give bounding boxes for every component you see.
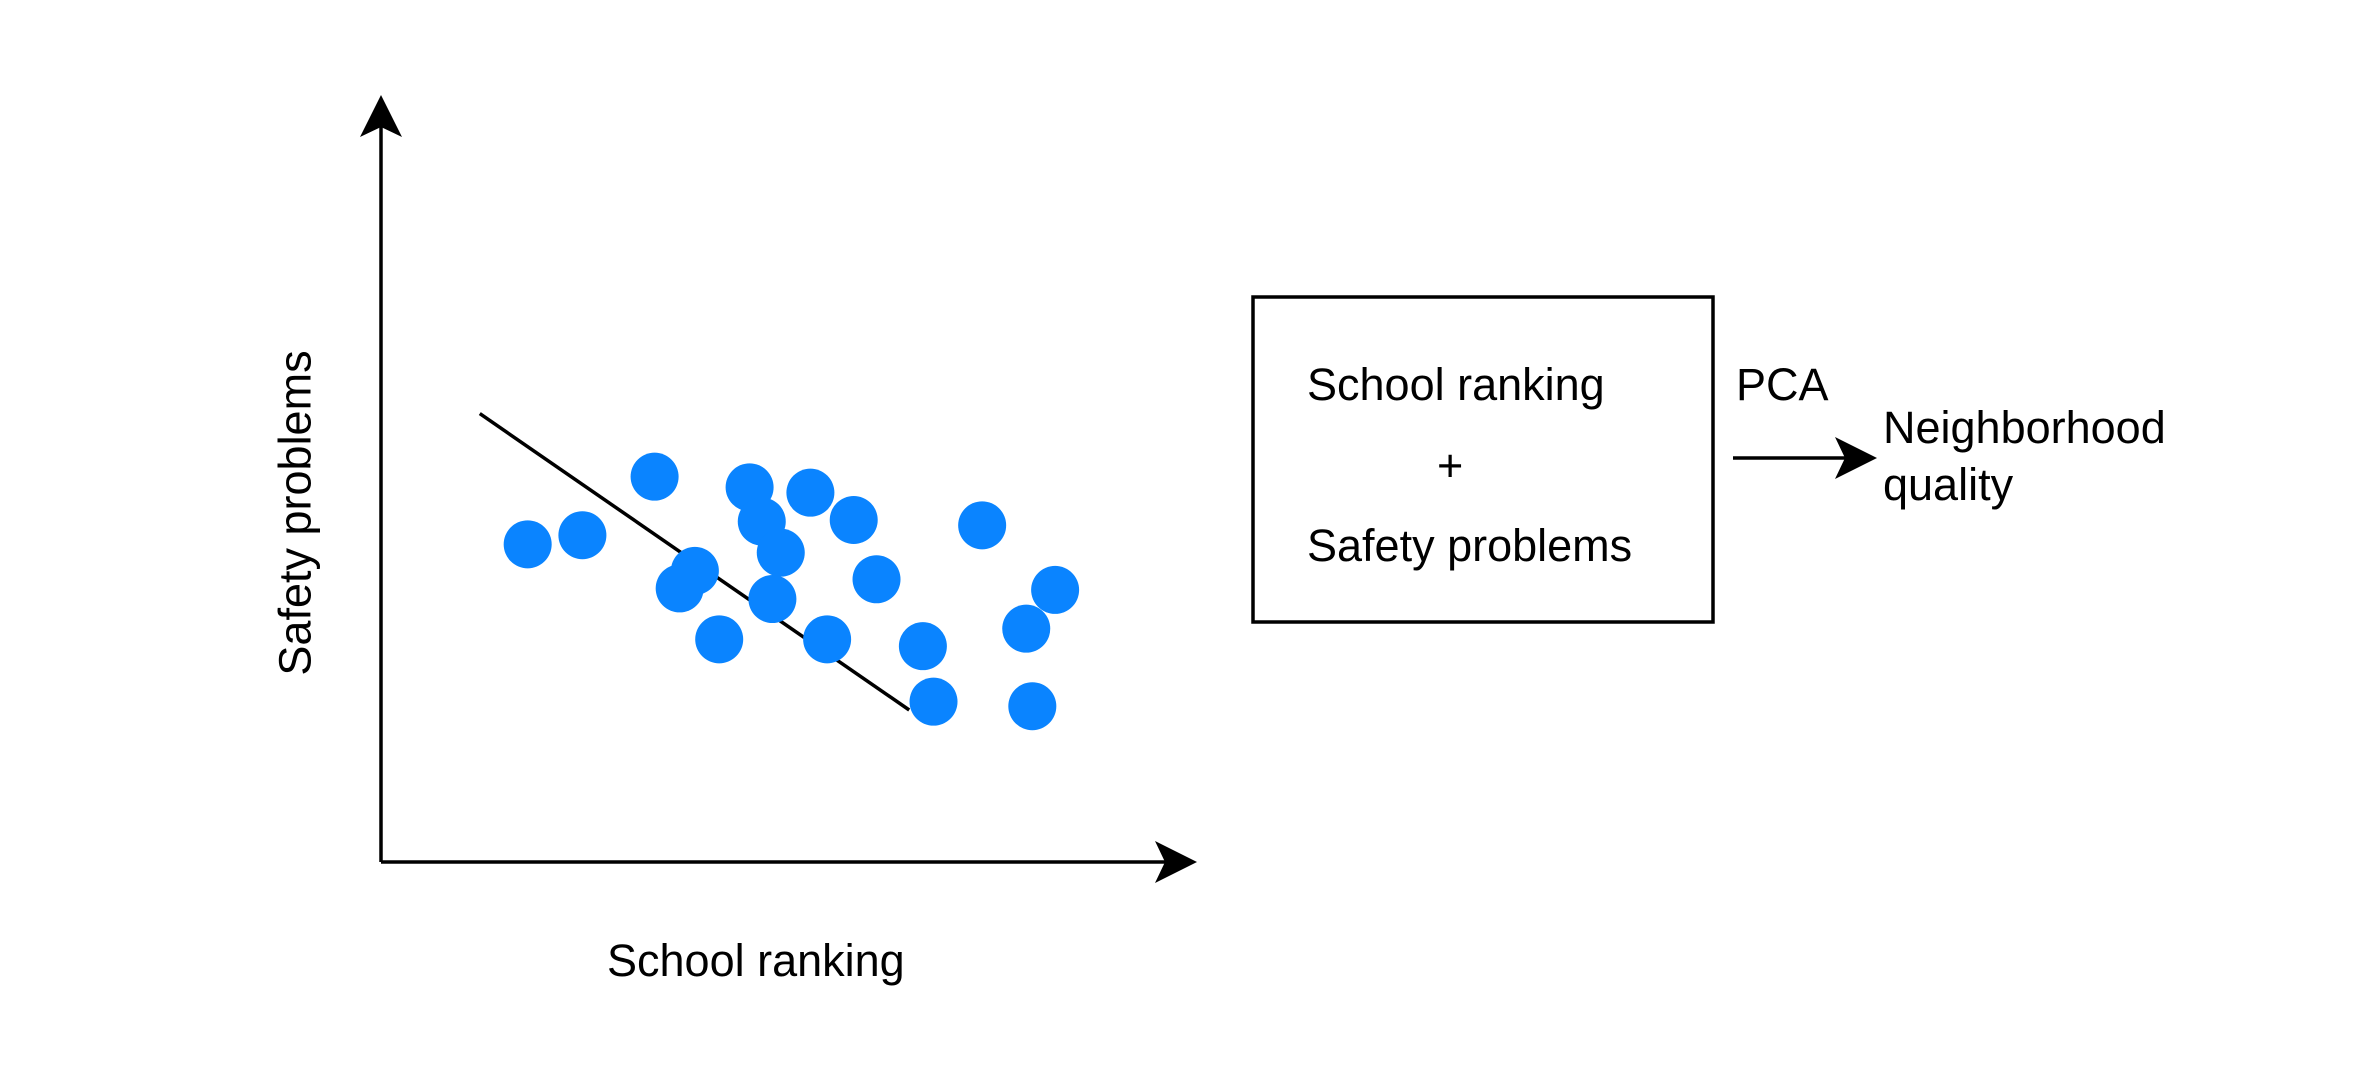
pca-label: PCA — [1736, 359, 1829, 410]
data-point-16 — [909, 677, 958, 726]
data-point-6 — [695, 615, 744, 664]
data-point-9 — [748, 575, 797, 624]
box-plus-sign: + — [1437, 440, 1464, 491]
data-point-19 — [1031, 565, 1080, 614]
box-feature-school-ranking: School ranking — [1307, 359, 1605, 410]
data-point-12 — [803, 615, 852, 664]
data-point-18 — [1002, 604, 1051, 653]
data-point-3 — [630, 452, 679, 501]
pca-arrow-head — [1835, 437, 1877, 479]
output-label-line2: quality — [1883, 459, 2014, 510]
data-point-2 — [558, 511, 607, 560]
data-point-17 — [958, 501, 1007, 550]
data-point-1 — [503, 520, 552, 569]
data-point-14 — [852, 555, 901, 604]
y-axis-label: Safety problems — [269, 350, 321, 676]
output-label-line1: Neighborhood — [1883, 402, 2166, 453]
data-point-15 — [898, 622, 947, 671]
data-point-20 — [1008, 682, 1057, 731]
y-axis-arrowhead — [360, 95, 402, 137]
combined-features-box — [1251, 295, 1715, 624]
data-points — [503, 452, 1080, 731]
data-point-5 — [670, 546, 719, 595]
x-axis-arrowhead — [1155, 841, 1197, 883]
data-point-13 — [829, 496, 878, 544]
x-axis-label: School ranking — [607, 935, 905, 986]
box-feature-safety-problems: Safety problems — [1307, 520, 1633, 571]
data-point-11 — [786, 468, 835, 517]
data-point-10 — [756, 528, 805, 577]
scatter-plot — [360, 95, 1197, 883]
